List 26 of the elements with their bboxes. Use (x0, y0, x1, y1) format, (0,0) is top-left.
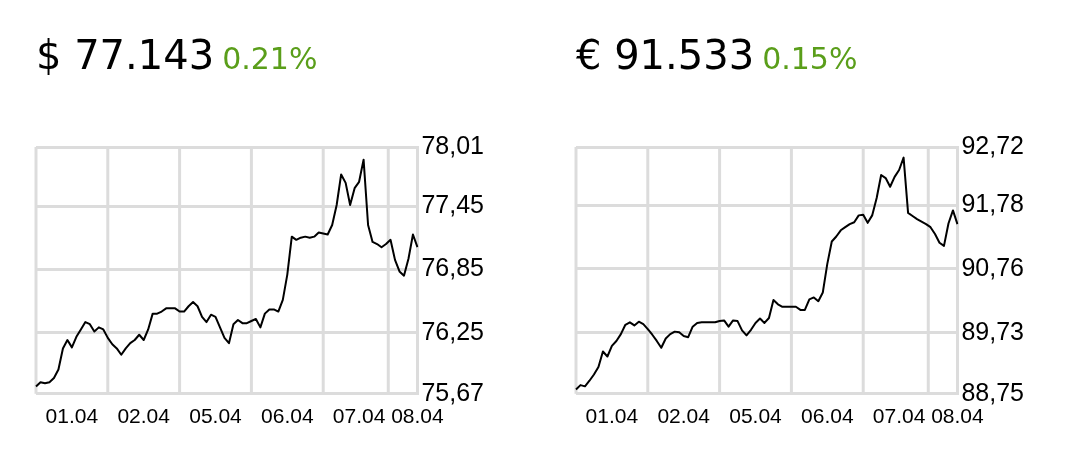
y-tick-label: 91,78 (961, 189, 1024, 218)
x-tick-label: 06.04 (261, 404, 314, 428)
y-tick-label: 76,25 (421, 316, 484, 345)
chart-title: $ 77.143 (36, 32, 215, 78)
y-tick-label: 89,73 (961, 316, 1024, 345)
y-tick-label: 88,75 (961, 377, 1024, 406)
x-tick-label: 05.04 (729, 404, 783, 428)
y-tick-label: 76,85 (421, 253, 484, 282)
chart-title: € 91.533 (576, 32, 755, 78)
y-tick-label: 92,72 (961, 130, 1024, 159)
y-tick-label: 75,67 (421, 377, 484, 406)
chart-subtitle: 0.15% (762, 41, 858, 76)
x-tick-label: 08.04 (391, 404, 445, 428)
x-tick-label: 01.04 (45, 404, 99, 428)
chart-subtitle: 0.21% (222, 41, 318, 76)
x-tick-label: 08.04 (931, 404, 985, 428)
y-tick-label: 78,01 (421, 130, 484, 159)
y-tick-label: 90,76 (961, 252, 1024, 281)
x-tick-label: 01.04 (585, 404, 639, 428)
x-tick-label: 06.04 (801, 404, 854, 428)
x-tick-label: 02.04 (657, 404, 711, 428)
x-tick-label: 07.04 (872, 404, 926, 428)
y-tick-label: 77,45 (421, 189, 484, 218)
x-tick-label: 02.04 (117, 404, 171, 428)
x-tick-label: 05.04 (189, 404, 243, 428)
x-tick-label: 07.04 (332, 404, 386, 428)
